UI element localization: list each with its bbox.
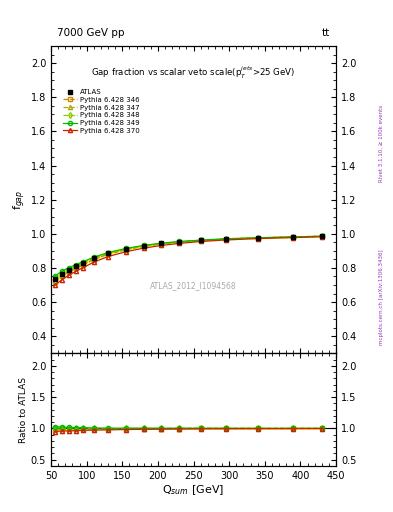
- X-axis label: Q$_{sum}$ [GeV]: Q$_{sum}$ [GeV]: [162, 483, 225, 497]
- Text: mcplots.cern.ch [arXiv:1306.3436]: mcplots.cern.ch [arXiv:1306.3436]: [379, 249, 384, 345]
- Text: ATLAS_2012_I1094568: ATLAS_2012_I1094568: [150, 281, 237, 290]
- Legend: ATLAS, Pythia 6.428 346, Pythia 6.428 347, Pythia 6.428 348, Pythia 6.428 349, P: ATLAS, Pythia 6.428 346, Pythia 6.428 34…: [60, 87, 142, 137]
- Y-axis label: Ratio to ATLAS: Ratio to ATLAS: [19, 377, 28, 442]
- Text: Rivet 3.1.10, ≥ 100k events: Rivet 3.1.10, ≥ 100k events: [379, 105, 384, 182]
- Y-axis label: f$_{gap}$: f$_{gap}$: [12, 189, 28, 210]
- Text: tt: tt: [322, 28, 330, 38]
- Text: 7000 GeV pp: 7000 GeV pp: [57, 28, 124, 38]
- Text: Gap fraction vs scalar veto scale(p$_T^{jets}$>25 GeV): Gap fraction vs scalar veto scale(p$_T^{…: [91, 65, 296, 81]
